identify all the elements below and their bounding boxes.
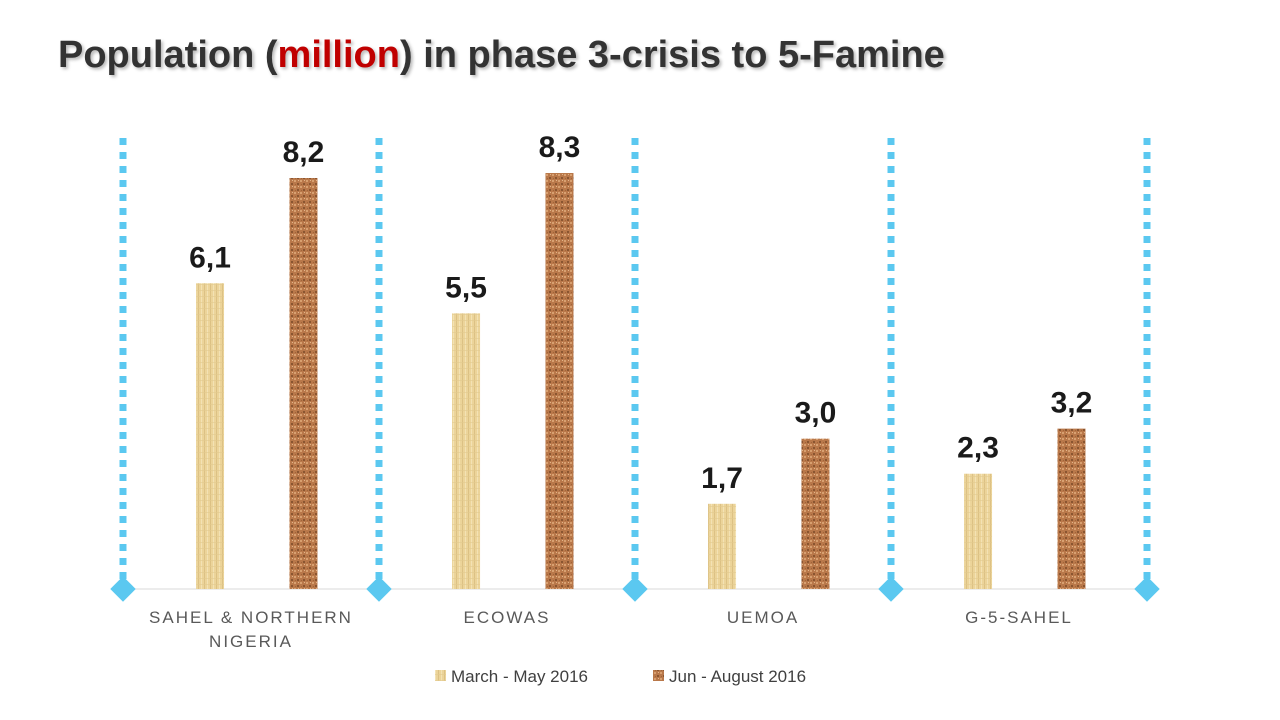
title-text-before: Population ( [58,34,278,76]
title-highlight-million: million [277,34,400,76]
data-label: 6,1 [189,241,231,274]
category-label: NIGERIA [209,632,293,651]
data-label: 3,0 [795,397,837,430]
axis-marker [622,576,648,602]
bar [708,503,737,589]
category-label: ECOWAS [464,608,551,627]
title-text-after: ) in phase 3-crisis to 5-Famine [399,34,945,76]
category-separators [119,138,1151,589]
data-label: 1,7 [701,462,743,495]
legend-label: Jun - August 2016 [669,667,806,686]
axis-marker [110,576,136,602]
bar [452,313,481,589]
data-label: 2,3 [957,432,999,465]
slide-title: Population (million) in phase 3-crisis t… [58,34,945,77]
bar [1057,428,1086,589]
category-label: UEMOA [727,608,799,627]
bar [196,283,225,589]
bars [196,173,1086,589]
legend-label: March - May 2016 [451,667,588,686]
category-label: SAHEL & NORTHERN [149,608,353,627]
bar [801,438,830,589]
data-label: 3,2 [1051,387,1093,420]
axis-marker [1134,576,1160,602]
legend-swatch [653,670,664,681]
data-labels: 6,1 5,5 1,7 2,3 8,2 8,3 3,0 3,2 [189,131,1092,495]
bar [964,473,993,589]
legend-swatch [435,670,446,681]
data-label: 8,2 [283,136,325,169]
axis-marker [878,576,904,602]
category-labels: SAHEL & NORTHERN NIGERIA ECOWAS UEMOA G-5-SA… [149,608,1073,651]
data-label: 5,5 [445,271,487,304]
bar [545,173,574,589]
bar [289,178,318,589]
category-label: G-5-SAHEL [965,608,1073,627]
legend: March - May 2016 Jun - August 2016 [435,667,806,686]
data-label: 8,3 [539,131,581,164]
axis-marker [366,576,392,602]
